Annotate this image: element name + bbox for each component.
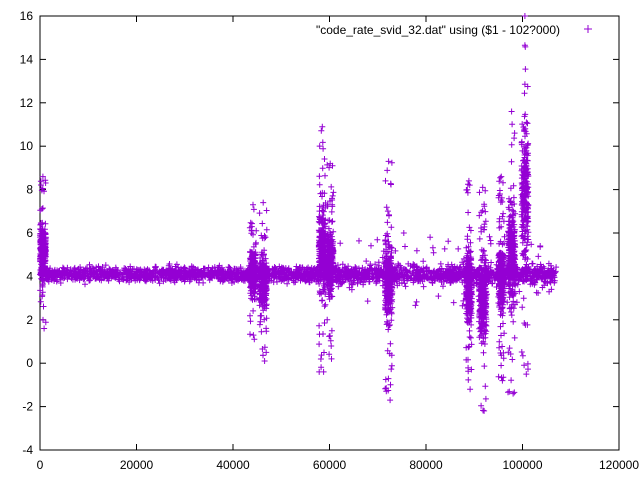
x-tick-label: 100000 [502,458,542,472]
y-tick-label: 10 [20,139,34,153]
x-tick-label: 80000 [409,458,443,472]
y-tick-label: 2 [26,313,33,327]
y-tick-label: 4 [26,269,33,283]
y-tick-label: -4 [22,443,33,457]
legend-marker [584,25,592,33]
y-tick-label: 16 [20,9,34,23]
y-tick-label: -2 [22,400,33,414]
x-tick-label: 60000 [313,458,347,472]
legend: "code_rate_svid_32.dat" using ($1 - 102?… [316,23,592,37]
legend-plus-marker [584,25,592,33]
x-tick-label: 0 [37,458,44,472]
legend-label: "code_rate_svid_32.dat" using ($1 - 102?… [316,23,560,37]
y-tick-label: 14 [20,52,34,66]
y-tick-label: 12 [20,96,34,110]
series-points [37,13,560,414]
data-points [37,13,560,414]
x-tick-label: 40000 [216,458,250,472]
x-tick-label: 120000 [599,458,639,472]
y-tick-label: 6 [26,226,33,240]
x-tick-label: 20000 [120,458,154,472]
y-tick-label: 8 [26,183,33,197]
y-tick-label: 0 [26,356,33,370]
axis-ticks: 0 20000 40000 60000 80000 100000 120000 -4 -2 0 2 4… [20,9,640,472]
